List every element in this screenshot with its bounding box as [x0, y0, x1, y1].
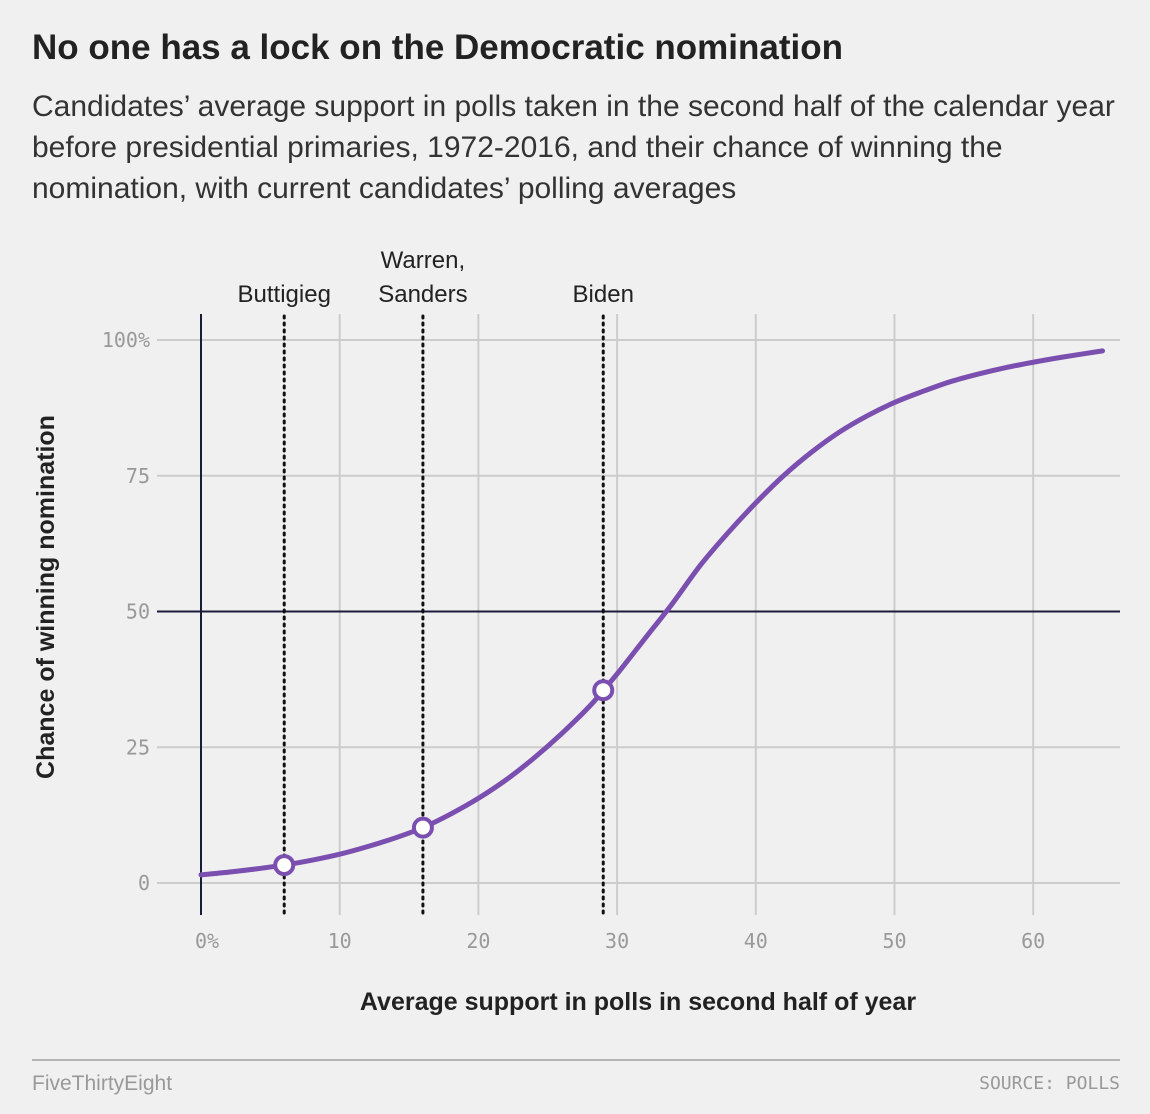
x-axis-title: Average support in polls in second half …	[360, 988, 916, 1016]
brand-logo-text: FiveThirtyEight	[32, 1072, 173, 1095]
x-tick-label: 20	[466, 929, 490, 953]
chart-canvas: 0 25 50 75 100% 0% 10 20 30 40 50 60 Buttigieg Warre…	[32, 247, 1120, 1016]
y-tick-label: 75	[126, 464, 150, 488]
series-line	[198, 348, 1106, 878]
candidate-point	[592, 679, 615, 702]
x-tick-label: 50	[882, 929, 906, 953]
x-tick-label: 40	[744, 929, 768, 953]
x-tick-label: 30	[605, 929, 629, 953]
candidate-label: Biden	[573, 281, 634, 308]
axes	[157, 314, 1120, 915]
candidate-point	[411, 816, 434, 839]
candidate-label: Buttigieg	[238, 281, 331, 308]
candidate-labels: Buttigieg Warren, Sanders Biden	[238, 247, 634, 308]
y-tick-label: 50	[126, 600, 150, 624]
candidate-point	[273, 854, 296, 877]
footer-divider	[32, 1059, 1120, 1061]
candidate-label: Warren,	[381, 247, 465, 274]
y-tick-label: 100%	[102, 328, 150, 352]
tick-labels: 0 25 50 75 100% 0% 10 20 30 40 50 60	[102, 328, 1045, 953]
y-tick-label: 25	[126, 735, 150, 759]
candidate-label: Sanders	[378, 281, 467, 308]
probability-curve	[198, 348, 1106, 878]
x-tick-label: 10	[328, 929, 352, 953]
x-tick-label: 0%	[195, 929, 219, 953]
grid-lines	[157, 314, 1120, 915]
y-axis-title: Chance of winning nomination	[32, 415, 60, 779]
source-note: SOURCE: POLLS	[979, 1073, 1120, 1094]
chart-title: No one has a lock on the Democratic nomi…	[32, 28, 843, 67]
candidate-markers	[282, 314, 605, 920]
x-tick-label: 60	[1021, 929, 1045, 953]
chart-subtitle: Candidates’ average support in polls tak…	[32, 90, 1115, 205]
y-tick-label: 0	[138, 871, 150, 895]
